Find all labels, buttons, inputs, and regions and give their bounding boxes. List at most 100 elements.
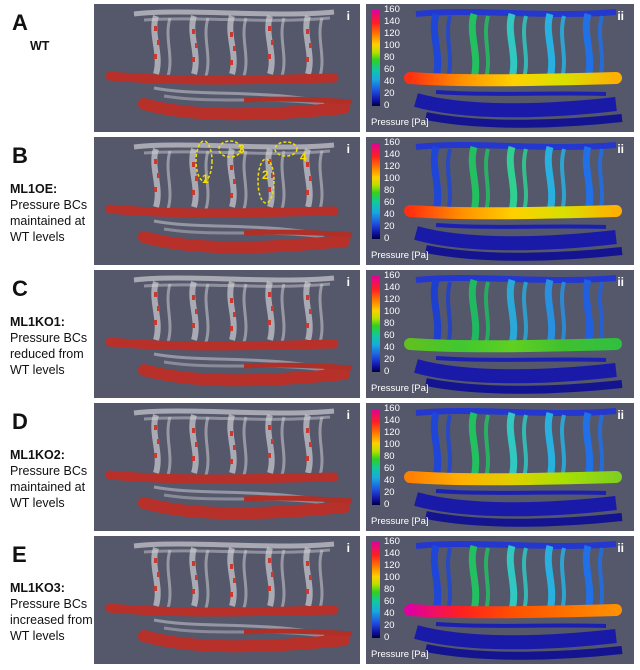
rbc-cluster [306, 456, 309, 461]
vertical-vessel [430, 278, 442, 345]
vertical-vessel [484, 148, 490, 212]
rbc-band-upper [105, 470, 339, 484]
colorbar-tick-label: 80 [384, 584, 395, 595]
colorbar-tick-label: 140 [384, 548, 400, 559]
vertical-vessel [280, 416, 286, 476]
vertical-vessel [303, 414, 313, 474]
vertical-vessel [242, 17, 248, 77]
colorbar-tick-label: 80 [384, 185, 395, 196]
condition-name: ML1KO3: [10, 581, 65, 595]
figure-row-c: C ML1KO1: Pressure BCs reduced from WT lev… [0, 270, 640, 398]
vertical-vessel [582, 544, 594, 611]
colorbar-tick-label: 20 [384, 620, 395, 631]
colorbar-tick-label: 40 [384, 608, 395, 619]
vertical-vessel [522, 547, 528, 611]
vertical-vessel [280, 283, 286, 343]
top-vessel [143, 282, 331, 288]
vertical-vessel [166, 416, 172, 476]
rbc-cluster [192, 428, 195, 433]
rbc-cluster [306, 561, 309, 566]
vertical-vessel [582, 12, 594, 79]
low-pressure-network [414, 93, 617, 118]
vertical-vessel [242, 283, 248, 343]
rbc-cluster [268, 558, 271, 563]
vertical-vessel [318, 416, 324, 476]
vertical-vessel [227, 281, 237, 341]
colorbar-tick-label: 120 [384, 427, 400, 438]
vertical-vessel [598, 547, 604, 611]
vertical-vessel [227, 148, 237, 208]
rbc-cluster [230, 459, 233, 464]
colorbar-tick-label: 20 [384, 88, 395, 99]
rbc-cluster [230, 564, 233, 569]
rbc-cluster [195, 176, 198, 181]
annotation-number: 4 [300, 150, 307, 164]
condition-label: ML1KO3: Pressure BCs increased from WT le… [10, 580, 96, 644]
row-letter: D [12, 409, 28, 434]
colorbar-tick-label: 60 [384, 596, 395, 607]
figure-row-a: A WT i 160 140 120 100 80 60 40 20 0 Pressure [Pa] ii [0, 4, 640, 132]
rbc-cluster [157, 306, 160, 311]
rbc-cluster [192, 190, 195, 195]
rbc-band-lower [243, 628, 353, 637]
colorbar-tick-label: 140 [384, 415, 400, 426]
condition-name: ML1KO1: [10, 315, 65, 329]
colorbar-tick-label: 160 [384, 270, 400, 281]
colorbar-tick-label: 60 [384, 463, 395, 474]
rbc-cluster [154, 425, 157, 430]
rbc-cluster [192, 561, 195, 566]
rbc-cluster [154, 320, 157, 325]
colorbar-tick-label: 100 [384, 439, 400, 450]
colorbar-tick-label: 160 [384, 4, 400, 15]
top-vessel [415, 541, 617, 549]
vertical-vessel [189, 15, 199, 75]
colorbar-tick-label: 80 [384, 52, 395, 63]
low-pressure-network [435, 223, 607, 229]
colorbar-tick-label: 160 [384, 137, 400, 148]
colorbar-tick-label: 60 [384, 330, 395, 341]
rbc-cluster [154, 453, 157, 458]
colorbar-tick-label: 140 [384, 149, 400, 160]
vertical-vessel [582, 411, 594, 478]
vertical-vessel [522, 148, 528, 212]
vertical-vessel [484, 547, 490, 611]
vertical-vessel [544, 544, 556, 611]
panel-sublabel: i [346, 408, 350, 422]
vertical-vessel [204, 17, 210, 77]
rbc-cluster [192, 295, 195, 300]
top-vessel [133, 142, 335, 150]
panel-sublabel: i [346, 275, 350, 289]
row-letter: C [12, 276, 28, 301]
top-vessel [143, 548, 331, 554]
rbc-band-lower [243, 229, 353, 238]
vertical-vessel [446, 15, 452, 79]
low-pressure-network [414, 359, 617, 384]
vertical-vessel [446, 547, 452, 611]
panel-sublabel: i [346, 9, 350, 23]
rbc-cluster [230, 165, 233, 170]
vertical-vessel [598, 15, 604, 79]
vertical-vessel [242, 150, 248, 210]
pressure-band [404, 205, 622, 220]
rbc-cluster [154, 558, 157, 563]
rbc-cluster [306, 57, 309, 62]
panel-ii-pressure-map: 160 140 120 100 80 60 40 20 0 Pressure [Pa] ii [366, 403, 634, 531]
rbc-band-upper [105, 71, 339, 85]
colorbar-title: Pressure [Pa] [371, 516, 429, 527]
rbc-cluster [154, 586, 157, 591]
rbc-cluster [195, 575, 198, 580]
rbc-cluster [154, 54, 157, 59]
colorbar-tick-label: 0 [384, 233, 390, 244]
colorbar-tick-label: 80 [384, 451, 395, 462]
vertical-vessel [189, 547, 199, 607]
vertical-vessel [544, 12, 556, 79]
rbc-band-lower [243, 495, 353, 504]
vertical-vessel [318, 549, 324, 609]
rbc-cluster [233, 445, 236, 450]
colorbar-tick-label: 100 [384, 40, 400, 51]
condition-label: ML1OE: Pressure BCs maintained at WT leve… [10, 181, 96, 245]
rbc-cluster [271, 173, 274, 178]
vertical-vessel [544, 278, 556, 345]
rbc-cluster [157, 173, 160, 178]
colorbar [372, 276, 380, 372]
